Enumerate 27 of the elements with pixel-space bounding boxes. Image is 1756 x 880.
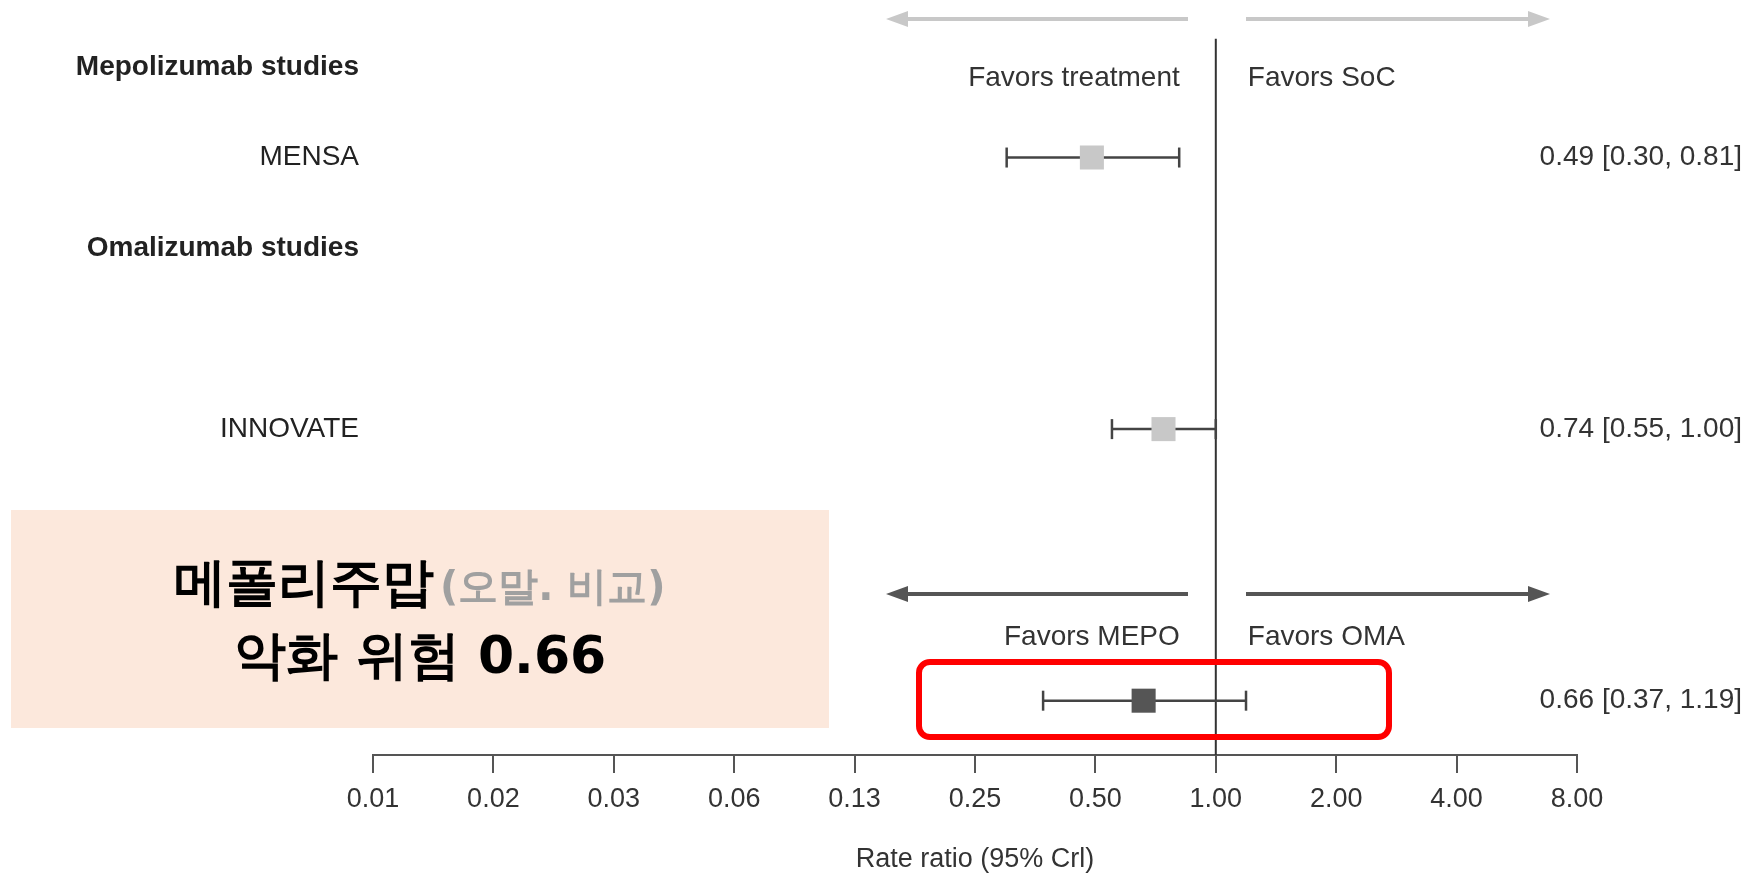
annotation: Favors MEPO (1003, 620, 1180, 652)
x-tick-label: 0.02 (467, 782, 520, 813)
x-tick-label: 2.00 (1309, 782, 1363, 813)
annotation: 악화 위험 0.66 (233, 624, 607, 687)
annotation: 메폴리주맙 (174, 552, 435, 613)
y-tick-label: INNOVATE (220, 411, 359, 443)
x-tick-label: 8.00 (1550, 782, 1604, 813)
x-tick-label: 0.06 (707, 782, 761, 813)
x-tick-label: 0.01 (346, 782, 400, 813)
x-tick-label: 4.00 (1430, 782, 1483, 813)
data-label: 0.66 [0.37, 1.19] (1539, 683, 1742, 715)
annotation: Favors OMA (1247, 620, 1406, 652)
note-panel: 메폴리주맙(오말. 비교) 악화 위험 0.66 (11, 510, 829, 728)
annotation: (오말. 비교) (439, 563, 666, 610)
x-tick-label: 0.25 (948, 782, 1002, 813)
data-label: 0.49 [0.30, 0.81] (1539, 140, 1742, 172)
x-tick-label: 0.03 (587, 782, 641, 813)
annotation: Favors SoC (1247, 60, 1396, 92)
x-tick-label: 0.13 (828, 782, 881, 813)
annotation: Favors treatment (968, 60, 1181, 92)
y-tick-label: Omalizumab studies (86, 230, 359, 262)
x-axis-title: Rate ratio (95% Crl) (855, 843, 1095, 874)
x-tick-label: 1.00 (1189, 782, 1243, 813)
y-tick-label: Mepolizumab studies (75, 49, 359, 81)
y-tick-label: MENSA (259, 140, 360, 172)
x-tick-label: 0.50 (1069, 782, 1122, 813)
data-label: 0.74 [0.55, 1.00] (1539, 411, 1742, 443)
